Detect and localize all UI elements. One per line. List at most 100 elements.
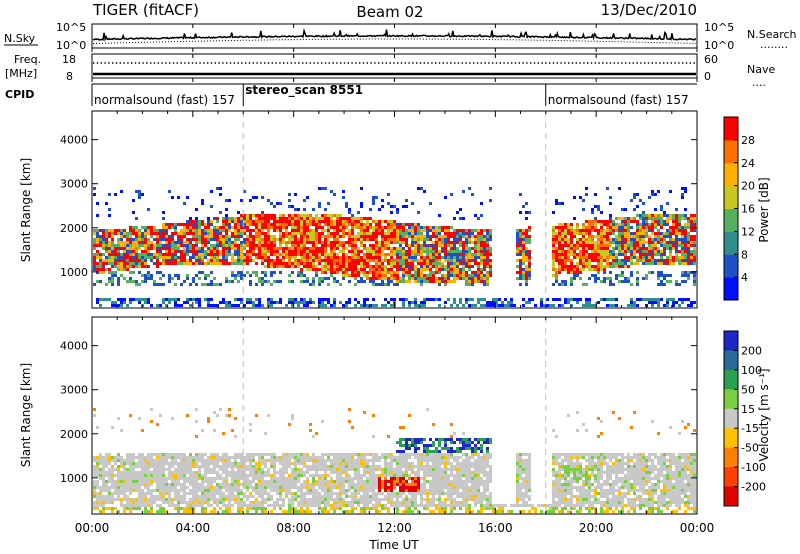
heatmap-cell — [270, 247, 273, 250]
heatmap-cell — [129, 414, 132, 417]
heatmap-cell — [297, 232, 300, 235]
heatmap-cell — [447, 250, 450, 253]
heatmap-cell — [186, 253, 189, 256]
heatmap-cell — [681, 229, 684, 232]
heatmap-cell — [420, 259, 423, 262]
heatmap-cell — [153, 474, 156, 477]
heatmap-cell — [597, 265, 600, 268]
heatmap-cell — [600, 211, 603, 214]
heatmap-cell — [564, 262, 567, 265]
heatmap-cell — [639, 247, 642, 250]
heatmap-cell — [165, 498, 168, 501]
heatmap-cell — [456, 238, 459, 241]
heatmap-cell — [234, 474, 237, 477]
heatmap-cell — [309, 483, 312, 486]
heatmap-cell — [219, 211, 222, 214]
heatmap-cell — [480, 304, 483, 307]
heatmap-cell — [396, 238, 399, 241]
heatmap-cell — [300, 220, 303, 223]
heatmap-cell — [147, 471, 150, 474]
heatmap-cell — [297, 217, 300, 220]
heatmap-cell — [147, 250, 150, 253]
heatmap-cell — [168, 483, 171, 486]
heatmap-cell — [138, 256, 141, 259]
heatmap-cell — [291, 223, 294, 226]
heatmap-cell — [351, 268, 354, 271]
heatmap-cell — [654, 238, 657, 241]
heatmap-cell — [225, 259, 228, 262]
heatmap-cell — [120, 244, 123, 247]
heatmap-cell — [111, 495, 114, 498]
heatmap-cell — [255, 465, 258, 468]
heatmap-cell — [177, 477, 180, 480]
heatmap-cell — [189, 465, 192, 468]
heatmap-cell — [444, 265, 447, 268]
heatmap-cell — [225, 229, 228, 232]
heatmap-cell — [681, 247, 684, 250]
heatmap-cell — [555, 199, 558, 202]
heatmap-cell — [420, 253, 423, 256]
heatmap-cell — [105, 486, 108, 489]
heatmap-cell — [651, 247, 654, 250]
heatmap-cell — [645, 256, 648, 259]
heatmap-cell — [570, 259, 573, 262]
heatmap-cell — [303, 217, 306, 220]
heatmap-cell — [474, 250, 477, 253]
heatmap-cell — [225, 247, 228, 250]
heatmap-cell — [594, 280, 597, 283]
heatmap-cell — [288, 480, 291, 483]
heatmap-cell — [681, 250, 684, 253]
heatmap-cell — [342, 304, 345, 307]
heatmap-cell — [228, 301, 231, 304]
heatmap-cell — [96, 459, 99, 462]
heatmap-cell — [258, 298, 261, 301]
heatmap-cell — [279, 247, 282, 250]
heatmap-cell — [693, 280, 696, 283]
heatmap-cell — [369, 256, 372, 259]
heatmap-cell — [261, 498, 264, 501]
heatmap-cell — [270, 238, 273, 241]
heatmap-cell — [414, 301, 417, 304]
heatmap-cell — [204, 453, 207, 456]
heatmap-cell — [588, 265, 591, 268]
heatmap-cell — [414, 280, 417, 283]
heatmap-cell — [213, 507, 216, 510]
heatmap-cell — [258, 504, 261, 507]
heatmap-cell — [480, 238, 483, 241]
heatmap-cell — [291, 265, 294, 268]
heatmap-cell — [678, 238, 681, 241]
heatmap-cell — [456, 304, 459, 307]
heatmap-cell — [279, 226, 282, 229]
heatmap-cell — [99, 268, 102, 271]
heatmap-cell — [318, 268, 321, 271]
heatmap-cell — [282, 465, 285, 468]
heatmap-cell — [303, 244, 306, 247]
heatmap-cell — [453, 241, 456, 244]
heatmap-cell — [405, 271, 408, 274]
heatmap-cell — [132, 253, 135, 256]
heatmap-cell — [309, 241, 312, 244]
heatmap-cell — [243, 492, 246, 495]
heatmap-cell — [228, 238, 231, 241]
heatmap-cell — [576, 262, 579, 265]
heatmap-cell — [471, 274, 474, 277]
heatmap-cell — [258, 483, 261, 486]
heatmap-cell — [177, 492, 180, 495]
heatmap-cell — [264, 453, 267, 456]
heatmap-cell — [219, 465, 222, 468]
heatmap-cell — [357, 259, 360, 262]
heatmap-cell — [273, 265, 276, 268]
heatmap-cell — [348, 259, 351, 262]
heatmap-cell — [681, 193, 684, 196]
heatmap-cell — [522, 229, 525, 232]
heatmap-cell — [144, 474, 147, 477]
heatmap-cell — [228, 504, 231, 507]
heatmap-cell — [255, 504, 258, 507]
heatmap-cell — [138, 196, 141, 199]
heatmap-cell — [204, 229, 207, 232]
heatmap-cell — [300, 250, 303, 253]
heatmap-cell — [471, 256, 474, 259]
heatmap-cell — [693, 235, 696, 238]
heatmap-cell — [267, 504, 270, 507]
heatmap-cell — [162, 223, 165, 226]
